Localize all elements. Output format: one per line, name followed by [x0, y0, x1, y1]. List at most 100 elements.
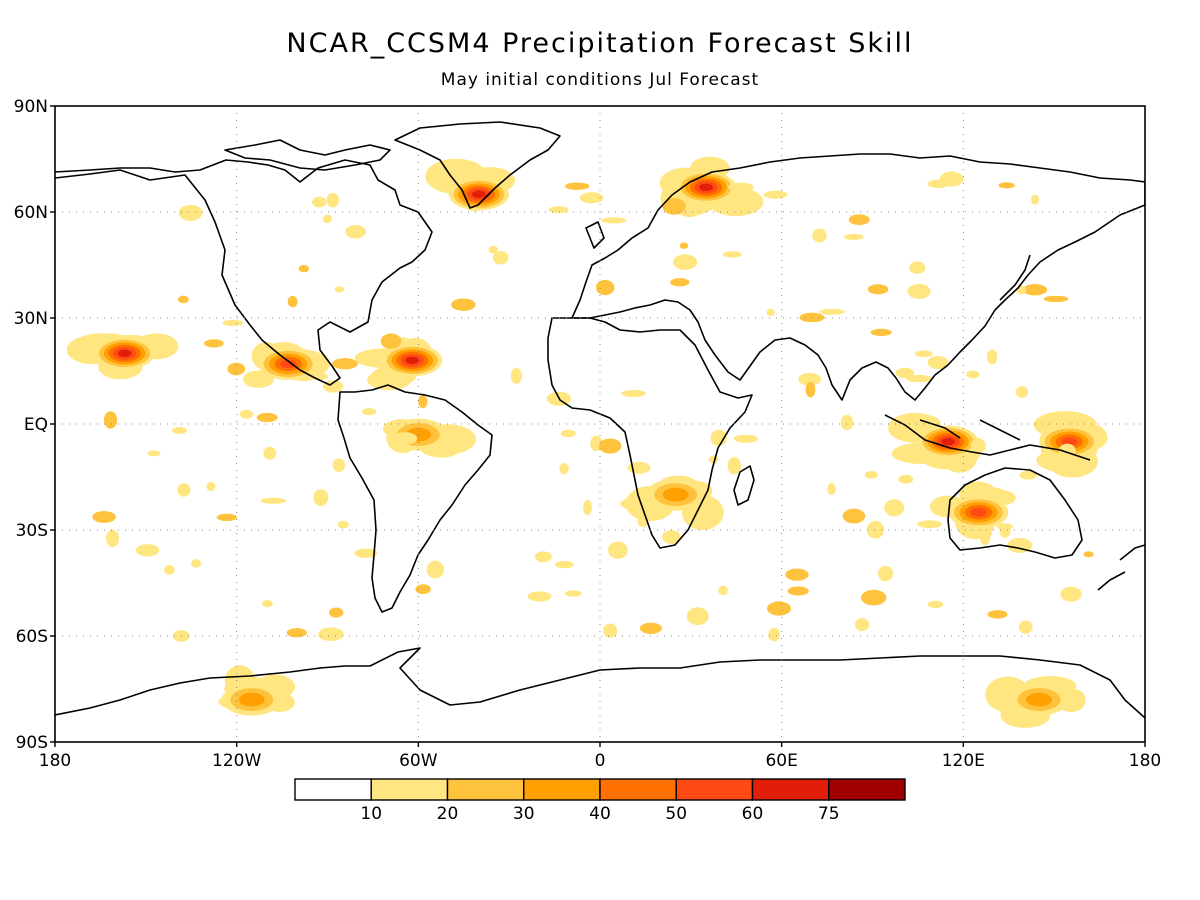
skill-speckle — [733, 434, 759, 443]
colorbar-label: 40 — [589, 804, 611, 824]
lat-tick-label: 30N — [14, 309, 48, 329]
skill-speckle — [966, 370, 980, 379]
colorbar-label: 30 — [513, 804, 535, 824]
skill-speckle — [986, 349, 998, 365]
skill-speckle — [332, 358, 358, 370]
skill-region — [382, 418, 476, 458]
skill-speckle — [564, 182, 590, 190]
skill-speckle — [927, 600, 944, 609]
lon-tick-label: 180 — [1129, 751, 1161, 771]
skill-speckle — [103, 411, 118, 429]
skill-speckle — [418, 394, 428, 409]
coastline-south-america — [337, 384, 493, 613]
coastline-japan — [999, 254, 1031, 301]
colorbar-swatch — [675, 778, 754, 801]
skill-speckle — [805, 382, 816, 398]
skill-speckle — [177, 295, 189, 304]
skill-speckle — [767, 601, 791, 616]
skill-speckle — [608, 541, 628, 559]
skill-speckle — [718, 585, 728, 596]
colorbar-swatch — [828, 778, 906, 801]
skill-region — [354, 337, 443, 391]
lat-tick-label: 90S — [16, 733, 48, 753]
coastline-indonesia — [884, 414, 1091, 461]
skill-speckle — [840, 414, 854, 431]
skill-speckle — [787, 586, 809, 596]
skill-speckle — [239, 409, 254, 419]
skill-region — [929, 481, 1016, 540]
skill-speckle — [380, 333, 402, 349]
skill-speckle — [731, 183, 752, 201]
skill-speckle — [263, 446, 277, 460]
skill-speckle — [906, 374, 932, 383]
skill-speckle — [888, 420, 902, 430]
graticule — [55, 106, 1145, 742]
lon-tick-label: 60W — [399, 751, 438, 771]
skill-speckle — [996, 523, 1014, 530]
skill-speckle — [763, 190, 788, 199]
map-subtitle: May initial conditions Jul Forecast — [440, 70, 760, 90]
skill-speckle — [451, 298, 476, 311]
skill-speckle — [488, 245, 499, 254]
skill-speckle — [260, 497, 287, 504]
skill-speckle — [527, 591, 552, 602]
lat-tick-label: EQ — [24, 415, 48, 435]
skill-speckle — [710, 429, 727, 446]
map-title: NCAR_CCSM4 Precipitation Forecast Skill — [286, 28, 914, 59]
skill-speckle — [312, 196, 327, 208]
skill-contour — [662, 487, 689, 502]
skill-speckle — [662, 198, 686, 215]
skill-patch — [909, 414, 941, 432]
skill-speckle — [670, 278, 690, 287]
skill-speckle — [864, 471, 878, 479]
skill-speckle — [164, 564, 175, 575]
skill-speckle — [534, 551, 552, 563]
skill-speckle — [177, 483, 191, 497]
colorbar: 10 20 30 40 50 60 75 — [294, 778, 906, 824]
skill-speckle — [1083, 551, 1094, 558]
skill-speckle — [866, 520, 885, 539]
skill-speckle — [798, 372, 822, 386]
coastlines — [55, 121, 1145, 719]
skill-contour — [1061, 437, 1078, 447]
lat-tick-label: 60S — [16, 627, 48, 647]
lon-tick-label: 60E — [765, 751, 797, 771]
skill-speckle — [895, 367, 915, 378]
skill-contour — [238, 692, 265, 707]
skill-speckle — [345, 224, 367, 239]
skill-speckle — [392, 432, 418, 445]
lon-tick-label: 0 — [595, 751, 606, 771]
skill-speckle — [191, 559, 202, 568]
skill-speckle — [332, 458, 346, 472]
skill-speckle — [603, 623, 618, 638]
skill-speckle — [867, 284, 889, 295]
skill-speckle — [106, 529, 119, 548]
skill-speckle — [178, 204, 203, 221]
skill-speckle — [842, 508, 866, 524]
skill-speckle — [326, 192, 340, 208]
skill-speckle — [583, 499, 592, 516]
coastline-australia — [947, 467, 1083, 559]
skill-speckle — [1015, 285, 1027, 295]
skill-speckle — [318, 627, 344, 642]
skill-speckle — [334, 286, 345, 293]
lon-tick-label: 120E — [942, 751, 985, 771]
skill-speckle — [662, 530, 681, 545]
coastline-madagascar — [733, 465, 755, 506]
skill-speckle — [354, 548, 378, 558]
skill-speckle — [768, 627, 780, 642]
colorbar-swatch — [751, 778, 830, 801]
skill-speckle — [1019, 470, 1037, 480]
colorbar-swatch — [446, 778, 525, 801]
skill-speckle — [977, 529, 992, 538]
skill-speckle — [909, 261, 926, 274]
skill-speckle — [555, 560, 574, 569]
skill-speckle — [621, 389, 647, 397]
skill-speckle — [914, 350, 933, 358]
longitude-axis: 180 120W 60W 0 60E 120E 180 — [39, 742, 1161, 771]
colorbar-swatch — [599, 778, 677, 801]
skill-speckle — [898, 474, 914, 484]
skill-region — [425, 158, 516, 212]
skill-speckle — [172, 426, 187, 435]
skill-speckle — [843, 233, 864, 240]
